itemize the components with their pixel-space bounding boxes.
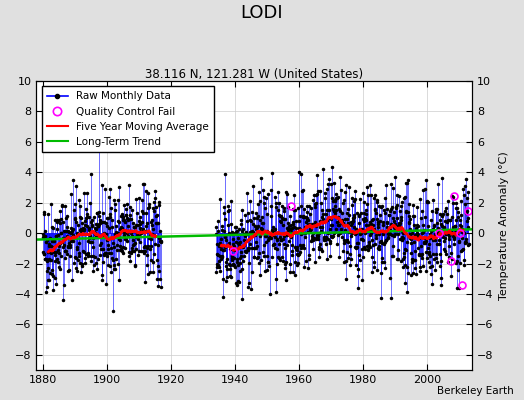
Y-axis label: Temperature Anomaly (°C): Temperature Anomaly (°C) bbox=[499, 151, 509, 300]
Text: LODI: LODI bbox=[241, 4, 283, 22]
Text: Berkeley Earth: Berkeley Earth bbox=[437, 386, 514, 396]
Title: 38.116 N, 121.281 W (United States): 38.116 N, 121.281 W (United States) bbox=[145, 68, 363, 81]
Legend: Raw Monthly Data, Quality Control Fail, Five Year Moving Average, Long-Term Tren: Raw Monthly Data, Quality Control Fail, … bbox=[41, 86, 214, 152]
